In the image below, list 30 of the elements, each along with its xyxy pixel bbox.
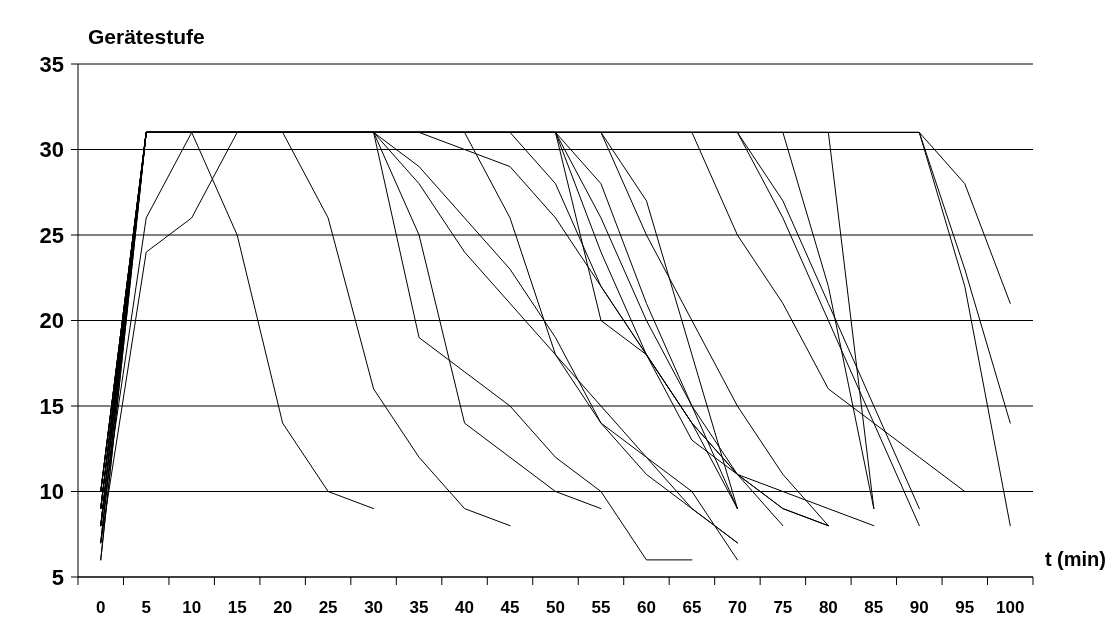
x-tick-label: 50 xyxy=(546,597,565,617)
x-tick-label: 65 xyxy=(682,597,702,617)
y-tick-label: 25 xyxy=(39,222,64,248)
y-tick-label: 30 xyxy=(39,137,64,162)
x-tick-label: 10 xyxy=(182,597,202,617)
x-tick-label: 15 xyxy=(227,597,247,617)
x-tick-label: 70 xyxy=(727,597,747,617)
y-tick-label: 15 xyxy=(39,393,64,419)
x-tick-label: 20 xyxy=(273,597,293,617)
y-tick-label: 5 xyxy=(51,564,64,590)
x-tick-label: 40 xyxy=(455,597,475,617)
x-tick-label: 80 xyxy=(818,597,838,617)
x-tick-label: 100 xyxy=(996,597,1025,617)
x-tick-label: 0 xyxy=(96,597,106,617)
x-tick-label: 75 xyxy=(773,597,793,617)
x-tick-label: 30 xyxy=(364,597,384,617)
x-tick-label: 25 xyxy=(318,597,338,617)
y-axis-title: Gerätestufe xyxy=(88,25,205,48)
x-tick-label: 85 xyxy=(864,597,884,617)
y-tick-label: 20 xyxy=(39,308,64,333)
y-tick-label: 35 xyxy=(39,51,64,77)
y-tick-label: 10 xyxy=(39,479,64,504)
x-tick-label: 45 xyxy=(500,597,520,617)
x-axis-title: t (min) xyxy=(1044,548,1106,570)
x-tick-label: 55 xyxy=(591,597,611,617)
x-tick-label: 35 xyxy=(409,597,429,617)
x-tick-label: 60 xyxy=(636,597,656,617)
x-tick-label: 5 xyxy=(141,597,151,617)
x-tick-label: 90 xyxy=(909,597,929,617)
x-tick-label: 95 xyxy=(955,597,975,617)
